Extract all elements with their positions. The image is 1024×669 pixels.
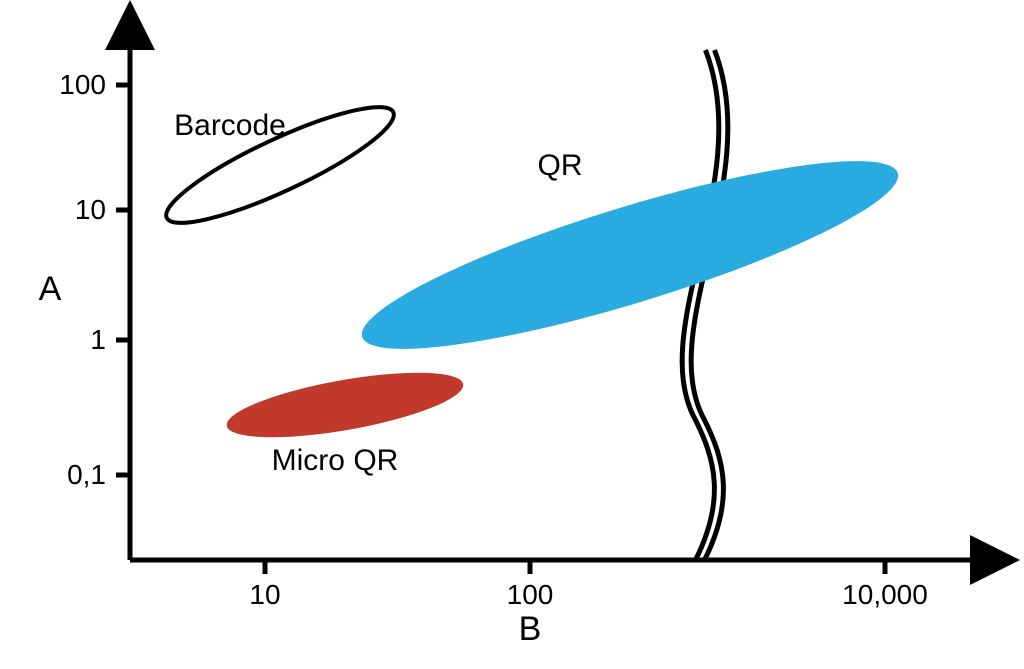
y-tick-label: 1 [90,324,106,355]
code-comparison-chart: 1010010,000 0,1110100 BarcodeQRMicro QR … [0,0,1024,669]
x-tick-label: 10 [249,579,280,610]
series-label-barcode: Barcode [174,109,286,142]
y-tick-label: 100 [59,69,106,100]
series: Barcode QR Micro QR [156,89,912,477]
x-tick-label: 10,000 [842,579,928,610]
series-label-qr: QR [538,149,583,182]
x-axis-label: B [519,610,542,648]
axis-break-curve [682,50,719,560]
axis-break-curve [691,50,728,560]
y-tick-label: 0,1 [67,459,106,490]
x-tick-label: 100 [507,579,554,610]
y-tick-label: 10 [75,194,106,225]
axis-break-marker [682,50,728,560]
series-ellipse-micro-qr [222,360,467,451]
y-axis-label: A [39,270,62,308]
x-ticks: 10 100 10,000 [249,560,927,610]
series-label-micro-qr: Micro QR [272,444,399,477]
y-ticks: 0,1 1 10 100 [59,69,130,490]
series-ellipse-qr [348,127,912,383]
